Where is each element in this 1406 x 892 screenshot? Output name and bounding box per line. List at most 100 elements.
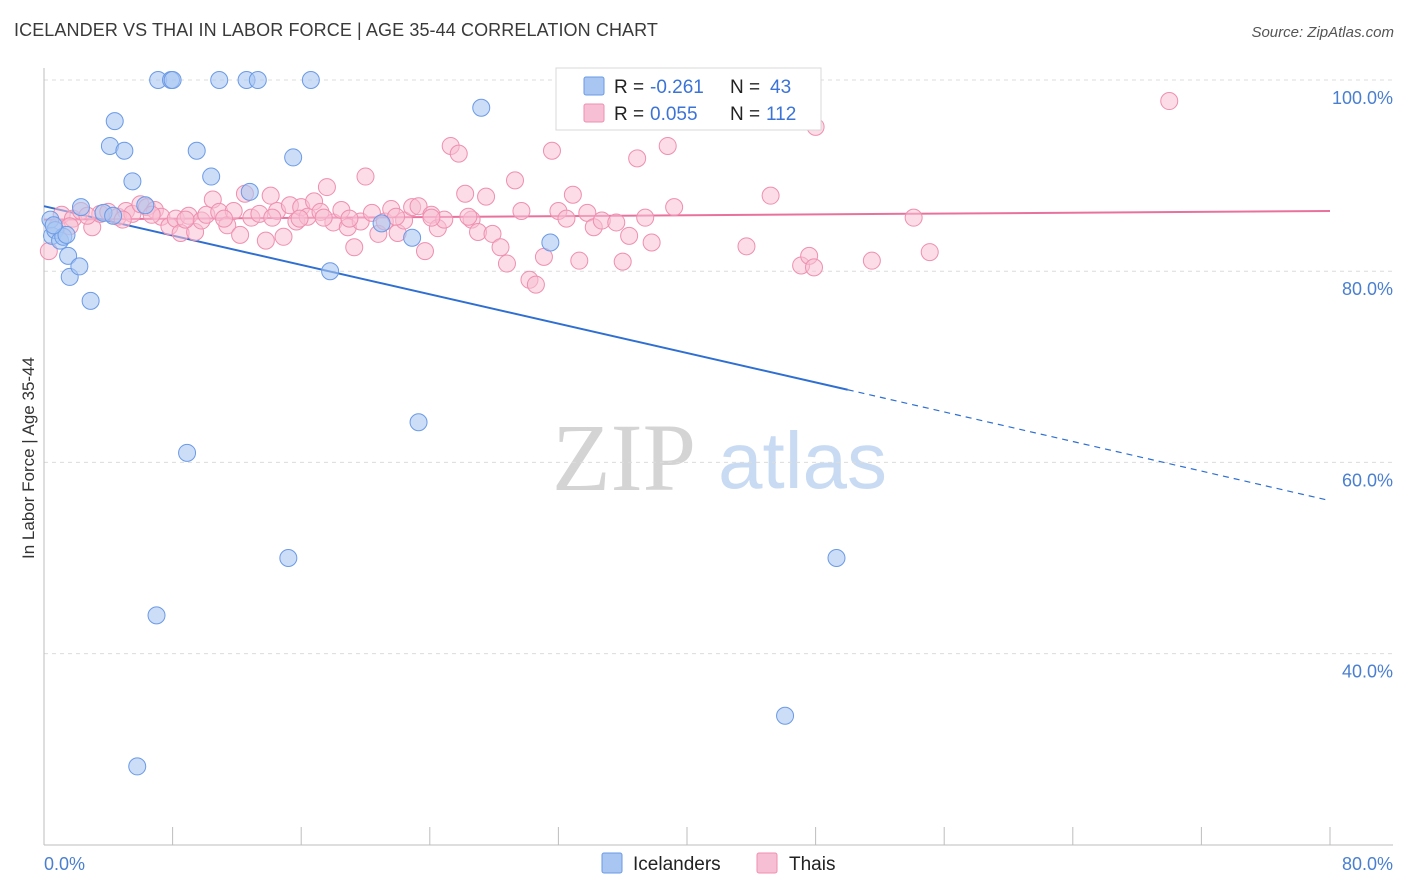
x-tick-min: 0.0% (44, 854, 85, 874)
thais-point (570, 251, 589, 270)
watermark-atlas: atlas (718, 416, 887, 505)
icelanders-point (57, 225, 76, 244)
legend-n-label-2: N = (730, 104, 760, 125)
y-tick-labels: 40.0% 60.0% 80.0% 100.0% (1332, 88, 1393, 682)
legend-r-label-2: R = (614, 104, 644, 125)
thais-point (449, 144, 468, 163)
y-tick-label-80: 80.0% (1342, 279, 1393, 299)
thais-point (176, 210, 195, 229)
thais-point (415, 242, 434, 261)
thais-point (737, 237, 756, 256)
stats-legend: R = -0.261 N = 43 R = 0.055 N = 112 (555, 67, 822, 131)
y-tick-label-60: 60.0% (1342, 470, 1393, 490)
y-tick-label-100: 100.0% (1332, 88, 1393, 108)
thais-point (636, 208, 655, 227)
thais-point (557, 209, 576, 228)
thais-point (263, 208, 282, 227)
legend-r-value-2: 0.055 (650, 104, 698, 125)
icelanders-point (115, 141, 134, 160)
watermark-zip: ZIP (552, 404, 696, 511)
icelanders-points (41, 71, 846, 776)
legend-n-label-1: N = (730, 77, 760, 98)
thais-point (642, 233, 661, 252)
bottom-legend-thais: Thais (789, 854, 835, 875)
icelanders-point (776, 706, 795, 725)
thais-point (563, 185, 582, 204)
thais-point (804, 258, 823, 277)
icelanders-point (147, 606, 166, 625)
thais-point (491, 238, 510, 257)
axes (43, 68, 1393, 846)
legend-n-value-2: 112 (766, 104, 796, 125)
thais-point (920, 243, 939, 262)
thais-point (904, 208, 923, 227)
thais-point (314, 208, 333, 227)
bottom-swatch-thais (756, 852, 778, 874)
icelanders-point (541, 233, 560, 252)
icelanders-point (59, 246, 78, 265)
x-tick-max: 80.0% (1342, 854, 1393, 874)
icelanders-point (178, 443, 197, 462)
bottom-swatch-icelanders (601, 852, 623, 874)
thais-point (613, 252, 632, 271)
legend-r-label-1: R = (614, 77, 644, 98)
icelanders-point (70, 257, 89, 276)
icelanders-point (128, 757, 147, 776)
icelanders-point (163, 71, 182, 89)
thais-point (477, 187, 496, 206)
icelanders-point (202, 167, 221, 186)
thais-point (607, 213, 626, 232)
legend-r-value-1: -0.261 (650, 77, 704, 98)
icelanders-point (827, 549, 846, 567)
thais-point (542, 141, 561, 160)
source-label: Source: ZipAtlas.com (1251, 24, 1394, 41)
icelanders-point (321, 262, 340, 281)
thais-point (497, 254, 516, 273)
thais-point (340, 209, 359, 228)
thais-point (456, 184, 475, 203)
icelanders-point (104, 206, 123, 225)
icelanders-point (409, 413, 428, 432)
bottom-legend-icelanders: Icelanders (633, 854, 721, 875)
thais-point (665, 198, 684, 217)
icelanders-point (284, 148, 303, 167)
thais-point (290, 209, 309, 228)
thais-point (459, 207, 478, 226)
legend-n-value-1: 43 (770, 77, 791, 98)
icelanders-point (136, 196, 155, 215)
thais-point (317, 178, 336, 197)
icelanders-point (240, 182, 259, 201)
icelanders-point (372, 214, 391, 233)
series-legend: Icelanders Thais (601, 852, 835, 875)
thais-point (526, 275, 545, 294)
icelanders-point (472, 98, 491, 117)
thais-point (505, 171, 524, 190)
thais-points (39, 92, 1179, 294)
icelanders-point (123, 172, 142, 191)
thais-point (862, 251, 881, 270)
icelanders-point (210, 71, 229, 89)
thais-point (761, 186, 780, 205)
icelanders-point (71, 198, 90, 217)
icelanders-point (81, 291, 100, 310)
icelanders-point (403, 228, 422, 247)
thais-point (422, 208, 441, 227)
icelanders-point (187, 141, 206, 160)
icelanders-point (301, 71, 320, 89)
icelanders-trend-dashed (847, 389, 1331, 502)
thais-point (256, 231, 275, 250)
legend-swatch-thais (583, 103, 605, 123)
thais-point (274, 227, 293, 246)
thais-point (231, 225, 250, 244)
legend-swatch-icelanders (583, 76, 605, 96)
thais-point (356, 167, 375, 186)
icelanders-point (44, 216, 63, 235)
thais-point (658, 136, 677, 155)
icelanders-point (105, 112, 124, 131)
thais-point (512, 201, 531, 220)
thais-point (261, 186, 280, 205)
thais-point (409, 197, 428, 216)
icelanders-point (248, 71, 267, 89)
thais-point (1160, 92, 1179, 111)
